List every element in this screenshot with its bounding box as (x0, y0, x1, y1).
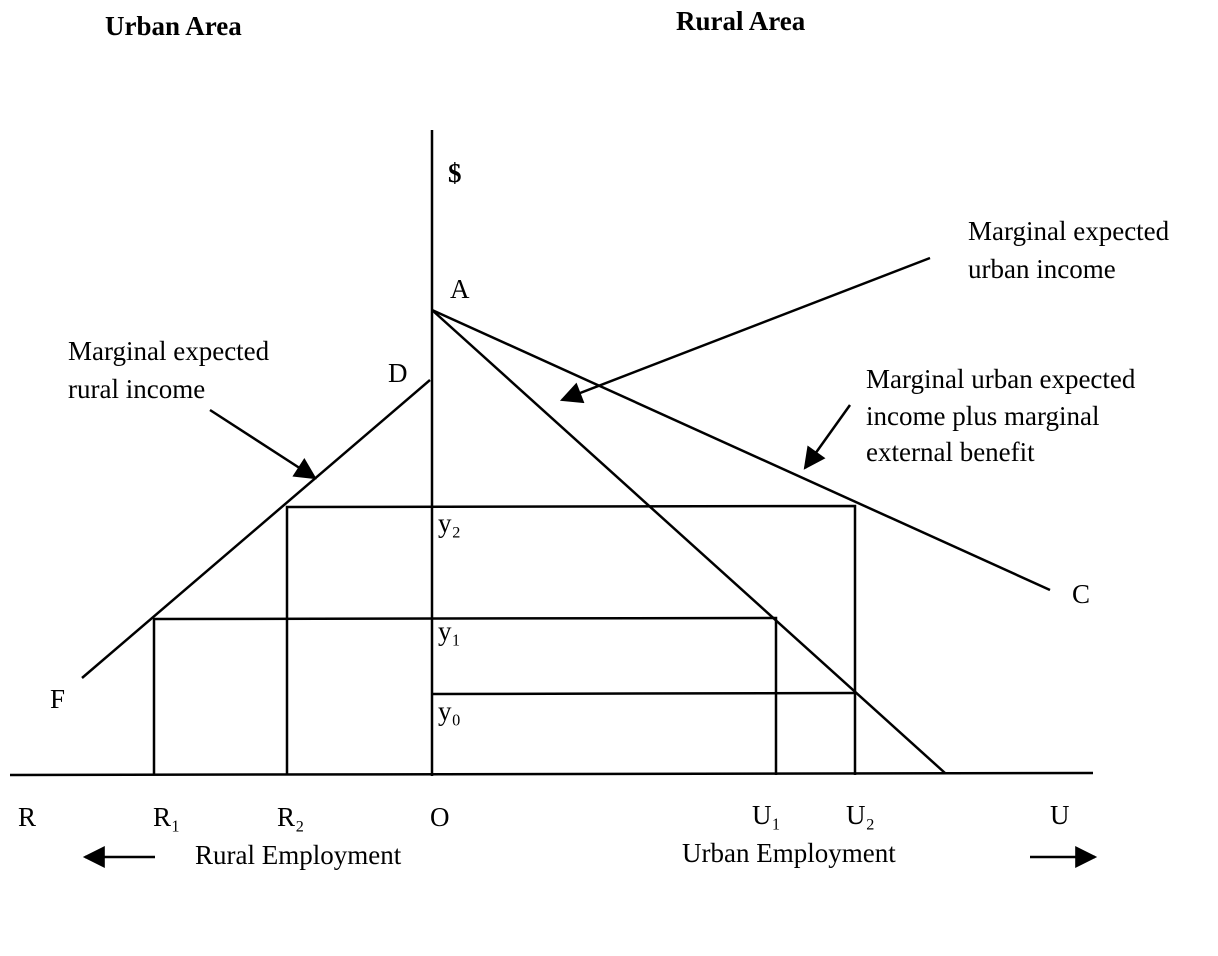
y2-guide (285, 504, 857, 775)
x-mark: U₂ (846, 800, 875, 830)
point-label: A (450, 274, 470, 304)
y-mark: y₀ (438, 696, 461, 726)
footer-left: Rural Employment (195, 840, 402, 870)
x-mark: O (430, 802, 450, 832)
x-mark: R (18, 802, 36, 832)
y1-guide (152, 616, 778, 775)
annotation-line: Marginal expected (968, 216, 1170, 246)
annotation-line: external benefit (866, 437, 1035, 467)
urban-plus-benefit-line (431, 308, 1051, 592)
x-mark: U (1050, 800, 1070, 830)
point-label: F (50, 684, 65, 714)
point-label: D (388, 358, 408, 388)
y-mark: y₂ (438, 508, 461, 538)
annotation-line: urban income (968, 254, 1116, 284)
y0-guide (431, 691, 856, 696)
footer-right: Urban Employment (682, 838, 896, 868)
rural-income-line (81, 379, 431, 679)
x-mark: R₂ (277, 802, 304, 832)
urban-income-line (431, 309, 946, 774)
header-right: Rural Area (676, 6, 806, 36)
arrow (803, 404, 852, 470)
arrow (209, 408, 317, 480)
horizontal-axis (9, 771, 1094, 777)
x-mark: U₁ (752, 800, 781, 830)
header-left: Urban Area (105, 11, 242, 41)
annotation-line: income plus marginal (866, 401, 1099, 431)
point-label: C (1072, 579, 1090, 609)
arrow (559, 256, 931, 404)
annotation-line: rural income (68, 374, 205, 404)
x-mark: R₁ (153, 802, 180, 832)
y-mark: y₁ (438, 616, 461, 646)
annotation-line: Marginal expected (68, 336, 270, 366)
annotation-line: Marginal urban expected (866, 364, 1136, 394)
vertical-axis-label: $ (448, 158, 462, 188)
